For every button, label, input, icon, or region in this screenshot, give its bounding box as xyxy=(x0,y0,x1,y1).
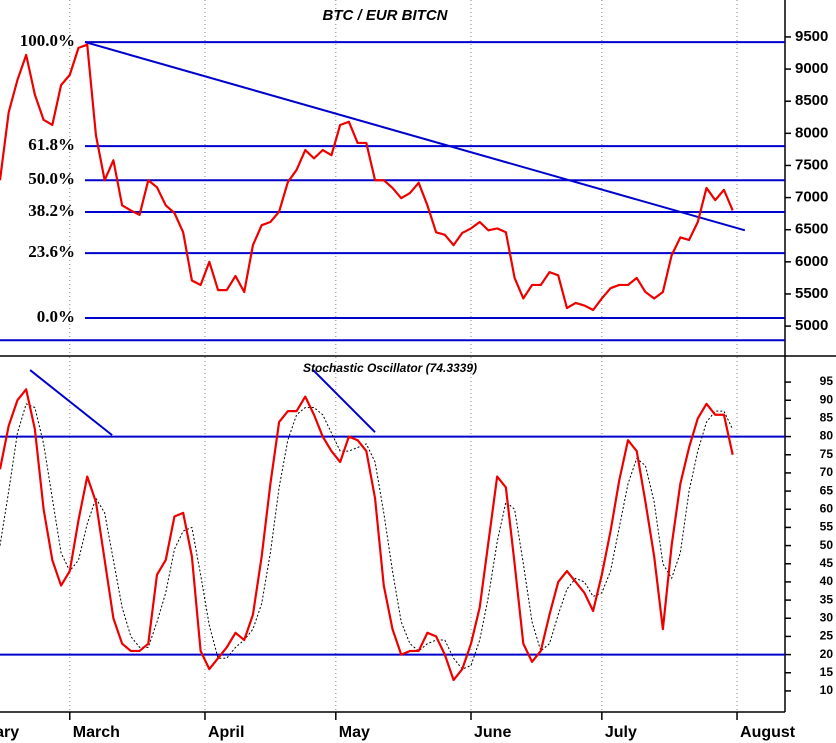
y-tick-label: 5500 xyxy=(795,285,828,302)
y-tick-label: 10 xyxy=(820,683,834,697)
y-tick-label: 45 xyxy=(820,556,834,570)
y-tick-label: 7500 xyxy=(795,156,828,173)
x-tick-label: March xyxy=(73,724,120,741)
y-tick-label: 20 xyxy=(820,647,834,661)
chart-title: BTC / EUR BITCN xyxy=(323,7,449,24)
series-line xyxy=(0,43,734,312)
y-tick-label: 95 xyxy=(820,374,834,388)
y-tick-label: 40 xyxy=(820,574,834,588)
trend-line xyxy=(29,369,113,436)
trend-line xyxy=(312,369,376,433)
y-tick-label: 25 xyxy=(820,629,834,643)
x-tick-label: February xyxy=(0,724,19,741)
y-tick-label: 35 xyxy=(820,592,834,606)
level-label: 0.0% xyxy=(37,307,75,326)
chart-title: Stochastic Oscillator (74.3339) xyxy=(303,361,477,375)
y-tick-label: 8000 xyxy=(795,124,828,141)
trend-line xyxy=(84,41,746,232)
y-tick-label: 5000 xyxy=(795,317,828,334)
y-tick-label: 60 xyxy=(820,501,834,515)
y-tick-label: 90 xyxy=(820,392,834,406)
y-tick-label: 80 xyxy=(820,429,834,443)
x-tick-label: June xyxy=(474,724,511,741)
y-tick-label: 50 xyxy=(820,538,834,552)
y-tick-label: 7000 xyxy=(795,189,828,206)
y-tick-label: 9000 xyxy=(795,60,828,77)
y-tick-label: 65 xyxy=(820,483,834,497)
x-tick-label: July xyxy=(605,724,637,741)
level-label: 50.0% xyxy=(28,169,75,188)
x-tick-label: April xyxy=(208,724,244,741)
y-tick-label: 85 xyxy=(820,411,834,425)
y-tick-label: 70 xyxy=(820,465,834,479)
y-tick-label: 55 xyxy=(820,520,834,534)
y-tick-label: 8500 xyxy=(795,92,828,109)
level-label: 100.0% xyxy=(20,31,75,50)
signal-line xyxy=(0,403,734,670)
y-tick-label: 75 xyxy=(820,447,834,461)
series-line xyxy=(0,388,734,682)
level-label: 23.6% xyxy=(28,242,75,261)
level-label: 38.2% xyxy=(28,201,75,220)
y-tick-label: 15 xyxy=(820,665,834,679)
y-tick-label: 30 xyxy=(820,610,834,624)
y-tick-label: 6500 xyxy=(795,221,828,238)
x-tick-label: August xyxy=(740,724,796,741)
x-tick-label: May xyxy=(339,724,370,741)
level-label: 61.8% xyxy=(28,135,75,154)
y-tick-label: 6000 xyxy=(795,253,828,270)
y-tick-label: 9500 xyxy=(795,28,828,45)
